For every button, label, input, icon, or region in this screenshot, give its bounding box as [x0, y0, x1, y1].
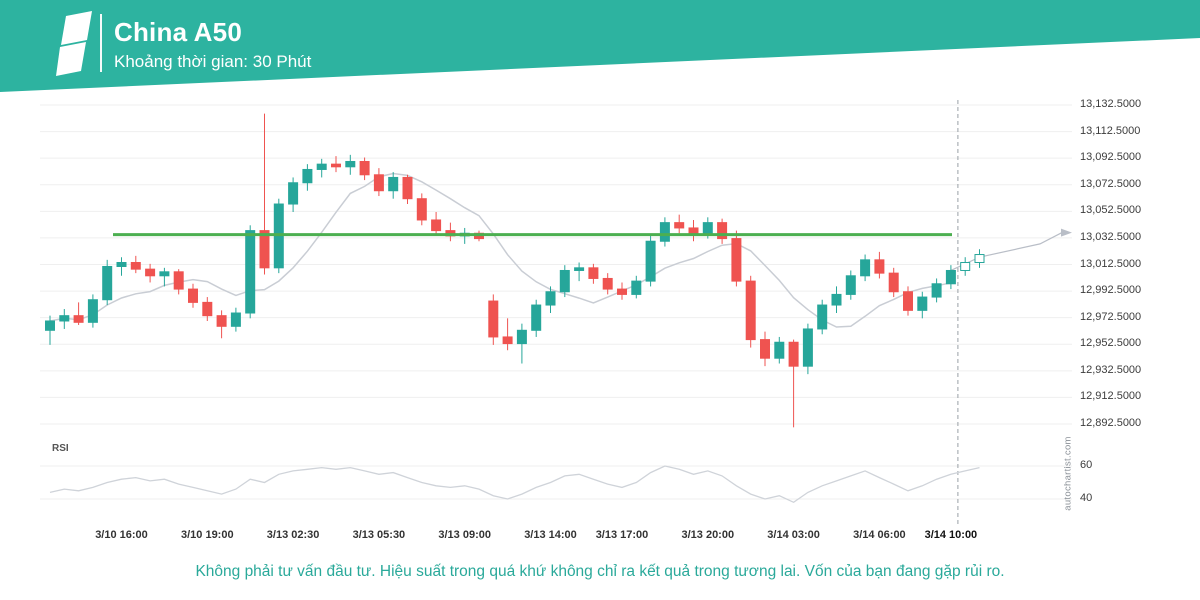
price-axis-label: 13,052.5000: [1080, 204, 1142, 217]
rsi-axis-label: 60: [1080, 459, 1093, 471]
time-axis-label: 3/13 17:00: [595, 529, 649, 541]
time-axis-label: 3/13 02:30: [266, 529, 320, 541]
rsi-axis-label: 40: [1080, 492, 1093, 504]
price-axis-label: 13,072.5000: [1080, 177, 1142, 190]
header-separator: [100, 14, 102, 72]
price-axis-label: 13,132.5000: [1080, 98, 1142, 110]
price-axis-label: 12,952.5000: [1080, 337, 1142, 350]
price-axis-label: 13,112.5000: [1080, 124, 1141, 137]
price-axis-label: 12,972.5000: [1080, 310, 1142, 323]
price-axis-label: 12,892.5000: [1080, 417, 1142, 429]
time-axis-label: 3/13 14:00: [524, 529, 577, 541]
price-axis-label: 13,092.5000: [1080, 151, 1142, 164]
price-axis-label: 12,992.5000: [1080, 284, 1142, 297]
time-axis-label: 3/14 03:00: [767, 529, 820, 541]
disclaimer-text: Không phải tư vấn đầu tư. Hiệu suất tron…: [195, 563, 1005, 580]
price-axis-label: 13,032.5000: [1080, 230, 1142, 243]
time-axis-label: 3/13 20:00: [681, 529, 735, 541]
price-axis-label: 13,012.5000: [1080, 257, 1142, 270]
price-axis-label: 12,932.5000: [1080, 363, 1142, 376]
time-axis-label: 3/10 16:00: [95, 529, 148, 541]
chart-title: China A50: [114, 17, 242, 47]
price-axis-label: 12,912.5000: [1080, 390, 1142, 403]
watermark: autochartist.com: [1062, 436, 1074, 511]
time-axis-label: 3/13 09:00: [438, 529, 491, 541]
time-axis-label: 3/14 06:00: [853, 529, 906, 541]
autochartist-logo-icon: [56, 11, 92, 76]
time-axis-label: 3/14 10:00: [924, 529, 978, 541]
chart-interval: Khoảng thời gian: 30 Phút: [114, 52, 312, 71]
rsi-panel-label: RSI: [52, 443, 69, 454]
time-axis-label: 3/10 19:00: [180, 529, 234, 541]
time-axis-label: 3/13 05:30: [352, 529, 406, 541]
